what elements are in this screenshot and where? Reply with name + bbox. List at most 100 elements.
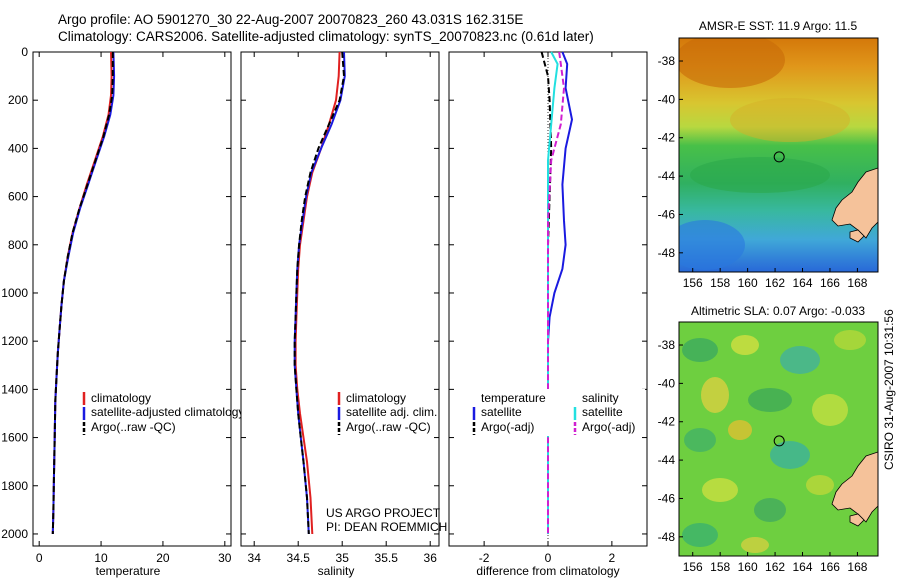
y-tick-label: 1800 <box>1 479 28 493</box>
legend-sat-sal: satellite adj. clim. <box>346 405 437 419</box>
sla-argo-marker <box>773 435 785 447</box>
figure-title-line-1: Argo profile: AO 5901270_30 22-Aug-2007 … <box>58 12 524 27</box>
y-tick-label: 400 <box>8 141 28 155</box>
map-y-tick-label: -38 <box>658 338 676 352</box>
legend-temp-satellite: satellite <box>481 405 522 419</box>
map-x-tick-label: 168 <box>847 560 867 574</box>
map-x-tick-label: 158 <box>710 276 730 290</box>
temperature-panel: 0 10 20 30 0 200 400 600 800 1000 1200 1400 1600 1800… <box>1 45 244 578</box>
sst-map-panel: AMSR-E SST: 11.9 Argo: 11.5 156 158 160 162… <box>658 19 879 290</box>
sla-anomaly <box>731 335 759 355</box>
sst-warm-blob <box>679 38 785 88</box>
map-x-tick-label: 162 <box>765 276 785 290</box>
sla-map-panel: Altimetric SLA: 0.07 Argo: -0.033 156 158… <box>658 304 879 574</box>
sla-anomaly <box>728 420 752 440</box>
sla-land <box>831 451 878 523</box>
map-x-tick-label: 160 <box>738 276 758 290</box>
sla-anomaly <box>770 441 810 469</box>
y-tick-label: 200 <box>8 93 28 107</box>
figure-title-line-2: Climatology: CARS2006. Satellite-adjuste… <box>58 29 594 44</box>
salinity-xlabel: salinity <box>318 564 355 578</box>
x-tick-label: 0 <box>36 551 43 565</box>
map-y-tick-label: -44 <box>658 453 676 467</box>
sst-ticks: 156 158 160 162 164 166 168 -38 -40 -42 -44 -46 -48 <box>658 54 868 290</box>
salinity-panel: 34 34.5 35 35.5 36 salinity climatology sate… <box>240 51 447 578</box>
sla-map-title: Altimetric SLA: 0.07 Argo: -0.033 <box>691 304 865 318</box>
map-y-tick-label: -48 <box>658 246 676 260</box>
sst-mid-blob <box>730 98 850 142</box>
map-x-tick-label: 166 <box>820 560 840 574</box>
sst-axes-box <box>678 37 879 273</box>
legend-title-temperature: temperature <box>481 391 546 405</box>
legend-argo-sal: Argo(..raw -QC) <box>346 420 431 434</box>
sst-land <box>831 167 878 239</box>
x-tick-label: 34.5 <box>287 551 311 565</box>
sla-anomaly <box>682 338 718 362</box>
temperature-xlabel: temperature <box>96 564 161 578</box>
map-x-tick-label: 160 <box>738 560 758 574</box>
series-satellite-adjusted-climatology <box>51 51 116 535</box>
legend-clim-sal: climatology <box>346 391 406 405</box>
sla-ticks: 156 158 160 162 164 166 168 -38 -40 -42 -44 -46 -48 <box>658 338 868 574</box>
pi-annotation: PI: DEAN ROEMMICH <box>326 520 447 534</box>
map-x-tick-label: 164 <box>793 560 813 574</box>
map-y-tick-label: -42 <box>658 415 676 429</box>
sla-anomaly <box>701 377 729 413</box>
map-x-tick-label: 164 <box>793 276 813 290</box>
legend-temp-argo: Argo(-adj) <box>481 420 534 434</box>
sla-anomaly-blobs <box>682 330 866 553</box>
temperature-axes-box <box>32 51 232 547</box>
salinity-legend: climatology satellite adj. clim. Argo(..… <box>337 391 437 435</box>
y-tick-label: 1400 <box>1 382 28 396</box>
x-tick-label: 2 <box>609 551 616 565</box>
sla-anomaly <box>748 388 792 412</box>
legend-satellite-adjusted: satellite-adjusted climatology <box>91 405 244 419</box>
map-y-tick-label: -42 <box>658 131 676 145</box>
y-tick-label: 1600 <box>1 431 28 445</box>
sla-anomaly <box>754 498 786 522</box>
legend-sal-argo: Argo(-adj) <box>582 420 635 434</box>
salinity-lines <box>293 51 346 535</box>
sst-cool-blob <box>679 220 745 270</box>
y-tick-label: 2000 <box>1 527 28 541</box>
map-y-tick-label: -40 <box>658 92 676 106</box>
map-x-tick-label: 158 <box>710 560 730 574</box>
x-tick-label: 35.5 <box>375 551 399 565</box>
map-x-tick-label: 162 <box>765 560 785 574</box>
sst-argo-marker <box>773 151 785 163</box>
map-y-tick-label: -46 <box>658 207 676 221</box>
series-argo-raw-qc- <box>293 51 346 535</box>
map-y-tick-label: -44 <box>658 169 676 183</box>
sla-anomaly <box>741 537 769 553</box>
y-tick-label: 800 <box>8 238 28 252</box>
x-tick-label: 10 <box>94 551 108 565</box>
sla-axes-box <box>678 321 879 557</box>
sla-anomaly <box>812 394 848 426</box>
temperature-ticks: 0 10 20 30 0 200 400 600 800 1000 1200 1400 1600 1800… <box>1 45 232 565</box>
x-tick-label: -2 <box>479 551 490 565</box>
y-tick-label: 1000 <box>1 286 28 300</box>
x-tick-label: 30 <box>218 551 232 565</box>
y-tick-label: 1200 <box>1 334 28 348</box>
legend-title-salinity: salinity <box>582 391 619 405</box>
x-tick-label: 35 <box>336 551 350 565</box>
map-y-tick-label: -40 <box>658 376 676 390</box>
project-annotation: US ARGO PROJECT <box>326 506 441 520</box>
sla-anomaly <box>682 523 718 547</box>
difference-legend: temperature salinity satellite Argo(-adj… <box>472 389 645 436</box>
sla-anomaly <box>834 330 866 350</box>
temperature-lines <box>51 51 116 535</box>
sla-anomaly <box>780 346 820 374</box>
timestamp-stamp: CSIRO 31-Aug-2007 10:31:56 <box>882 309 896 470</box>
legend-climatology: climatology <box>91 391 151 405</box>
sst-island <box>849 229 865 243</box>
x-tick-label: 0 <box>545 551 552 565</box>
series-salinity-argo-adj- <box>547 51 566 534</box>
map-x-tick-label: 156 <box>683 560 703 574</box>
map-y-tick-label: -38 <box>658 54 676 68</box>
salinity-axes-box <box>240 51 440 547</box>
map-x-tick-label: 168 <box>847 276 867 290</box>
x-tick-label: 20 <box>156 551 170 565</box>
difference-panel: -2 0 2 difference from climatology tempera… <box>448 51 648 578</box>
legend-argo: Argo(..raw -QC) <box>91 420 176 434</box>
